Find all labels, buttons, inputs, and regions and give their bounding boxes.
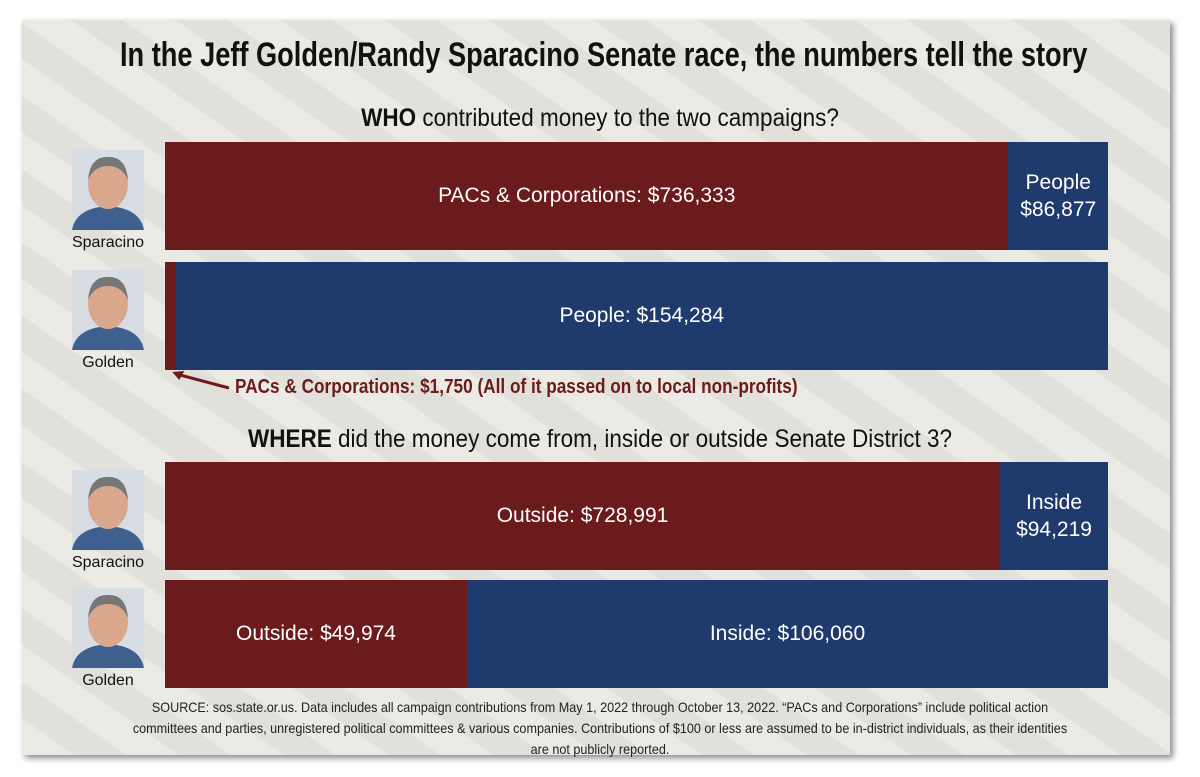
- photo-hair: [88, 276, 128, 300]
- bar-segment: [165, 580, 468, 688]
- bar-segment: [1000, 462, 1108, 570]
- photo-shirt: [72, 644, 144, 668]
- photo-shirt: [72, 326, 144, 350]
- bar-segment: [1008, 142, 1108, 250]
- photo-face: [88, 279, 128, 329]
- chart-title: WHERE did the money come from, inside or…: [60, 425, 1140, 454]
- category-label: Sparacino: [71, 234, 145, 251]
- bar-segment: [165, 462, 1001, 570]
- photo-face: [88, 597, 128, 647]
- category-label: Golden: [82, 672, 134, 689]
- value-label: Outside: $49,974: [236, 622, 396, 646]
- value-label: Inside $94,219: [1016, 490, 1092, 541]
- category-label: Sparacino: [71, 554, 145, 571]
- bar-segment: [175, 262, 1108, 370]
- photo-hair: [88, 594, 128, 618]
- bar-segment: [165, 262, 176, 370]
- photo-shirt: [72, 526, 144, 550]
- bar-segment: [467, 580, 1108, 688]
- value-label: PACs & Corporations: $1,750 (All of it p…: [235, 376, 798, 398]
- arrow-head: [172, 371, 185, 380]
- chart-title-text: contributed money to the two campaigns?: [422, 104, 839, 132]
- source-note: SOURCE: sos.state.or.us. Data includes a…: [132, 699, 1068, 757]
- value-label: People $86,877: [1020, 170, 1097, 221]
- value-label: Inside: $106,060: [709, 622, 866, 646]
- chart-title: WHO contributed money to the two campaig…: [60, 104, 1140, 133]
- title: In the Jeff Golden/Randy Sparacino Senat…: [120, 36, 1088, 74]
- category-label: Golden: [82, 354, 134, 371]
- photo-face: [88, 159, 128, 209]
- photo-face: [88, 479, 128, 529]
- chart-title-text: did the money come from, inside or outsi…: [337, 425, 953, 453]
- photo-hair: [88, 476, 128, 500]
- value-label: PACs & Corporations: $736,333: [438, 184, 736, 208]
- chart-title-bold: WHERE: [247, 425, 332, 453]
- bar-segment: [165, 142, 1009, 250]
- chart-title-bold: WHO: [361, 104, 417, 132]
- arrow: [175, 372, 230, 390]
- value-label: People: $154,284: [559, 304, 725, 328]
- photo-shirt: [72, 206, 144, 230]
- photo-hair: [88, 156, 128, 180]
- value-label: Outside: $728,991: [496, 504, 669, 528]
